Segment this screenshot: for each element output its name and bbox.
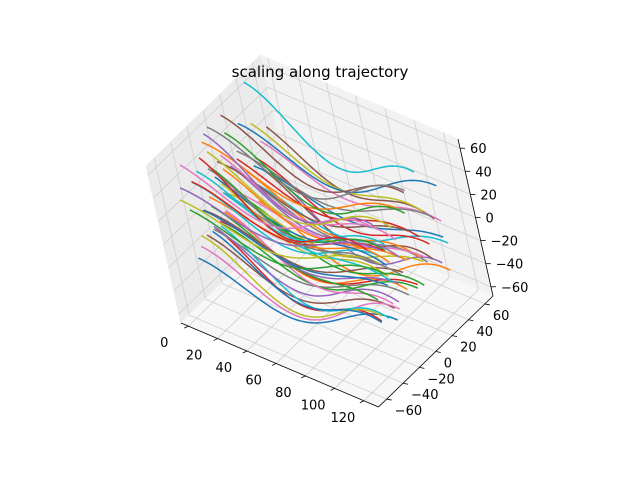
y-tick <box>402 382 409 385</box>
grid-line <box>163 133 279 245</box>
y-tick <box>484 303 490 306</box>
y-tick-label: 20 <box>460 341 477 356</box>
x-tick <box>301 375 306 379</box>
series-line <box>189 209 387 276</box>
x-tick <box>359 400 365 404</box>
x-tick <box>213 338 218 341</box>
x-tick <box>242 350 248 354</box>
y-tick-label: 0 <box>444 357 452 372</box>
z-tick-label: −20 <box>491 235 518 250</box>
x-tick-label: 20 <box>186 349 203 364</box>
series-line <box>259 140 442 222</box>
x-tick-label: 0 <box>160 336 168 351</box>
x-tick-label: 80 <box>275 386 292 401</box>
series-line <box>198 157 368 251</box>
grid-line <box>287 219 485 305</box>
x-tick <box>184 325 189 329</box>
grid-line <box>288 179 486 265</box>
grid-line <box>152 87 268 199</box>
series-line <box>248 179 429 263</box>
series-line <box>200 245 401 321</box>
series-line <box>222 168 390 263</box>
x-tick <box>330 387 335 391</box>
z-tick-label: 0 <box>486 212 494 227</box>
x-tick-label: 60 <box>245 373 262 388</box>
y-tick-label: −60 <box>395 404 422 419</box>
grid-line <box>221 282 420 368</box>
series-line <box>179 199 379 264</box>
series-line <box>206 126 405 200</box>
series-line <box>262 168 434 260</box>
series-line <box>179 187 380 251</box>
series-line <box>243 81 415 174</box>
y-tick <box>452 335 458 338</box>
y-tick <box>419 366 425 369</box>
y-tick <box>468 319 474 322</box>
series-line <box>206 151 393 229</box>
grid-line <box>205 298 404 384</box>
y-tick <box>386 398 392 401</box>
x-tick <box>271 363 277 366</box>
chart-title: scaling along trajectory <box>231 63 409 81</box>
z-tick-label: 20 <box>480 188 497 203</box>
z-tick-label: −60 <box>501 281 528 296</box>
series-line <box>236 158 420 238</box>
z-tick-label: −40 <box>496 258 523 273</box>
y-tick-label: 60 <box>493 309 510 324</box>
y-tick-label: 40 <box>476 325 493 340</box>
y-tick-label: −40 <box>411 388 438 403</box>
series-line <box>229 193 424 263</box>
x-axis-line <box>180 322 379 408</box>
series-line <box>191 181 380 257</box>
series-line <box>212 230 383 324</box>
x-tick-label: 120 <box>330 411 355 426</box>
z-tick-label: 40 <box>475 165 492 180</box>
x-tick-label: 100 <box>301 398 326 413</box>
series-line <box>206 234 395 309</box>
grid-line <box>272 110 471 195</box>
series-line <box>214 176 388 267</box>
grid-line <box>189 314 387 400</box>
series-line <box>201 235 383 318</box>
y-tick-label: −20 <box>427 372 454 387</box>
z-tick-label: 60 <box>470 142 487 157</box>
series-line <box>202 209 389 287</box>
grid-line <box>267 86 466 172</box>
series-line <box>196 170 385 245</box>
grid-line <box>262 63 461 149</box>
grid-line <box>158 110 274 222</box>
series-line <box>213 225 400 303</box>
series-line <box>253 165 444 238</box>
series-line <box>265 126 435 220</box>
series-line <box>207 168 375 263</box>
x-tick-label: 40 <box>216 361 233 376</box>
y-tick <box>435 351 441 353</box>
series-line <box>254 157 430 245</box>
series-line <box>224 132 405 215</box>
